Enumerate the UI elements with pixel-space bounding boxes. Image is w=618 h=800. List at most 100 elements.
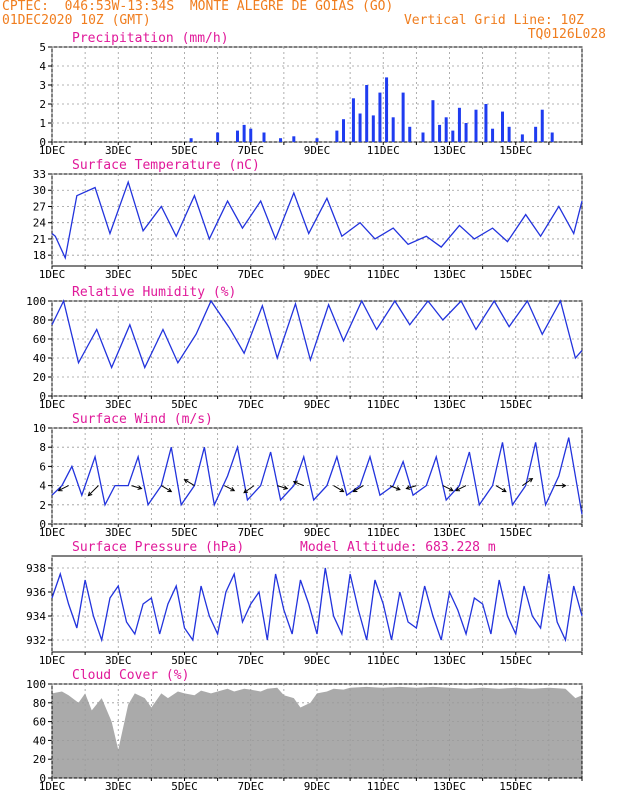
x-tick-label: 3DEC [105, 780, 132, 793]
y-tick-label: 60 [33, 716, 46, 729]
x-tick-label: 7DEC [238, 398, 265, 411]
y-tick-label: 80 [33, 697, 46, 710]
panel-cloud-cover: 100 80 60 40 20 01DEC 3DEC 5DEC 7DEC 9DEC 11DEC 13D… [26, 668, 583, 793]
y-tick-label: 40 [33, 734, 46, 747]
wind-arrowhead [405, 485, 411, 490]
x-tick-label: 3DEC [105, 526, 132, 539]
x-tick-label: 13DEC [433, 268, 466, 281]
x-tick-label: 15DEC [499, 780, 532, 793]
wind-arrow [333, 485, 344, 493]
precip-bar [431, 100, 435, 142]
precip-bar [484, 104, 488, 142]
y-tick-label: 5 [39, 41, 46, 54]
wind-arrow [58, 485, 69, 492]
y-tick-label: 4 [39, 60, 46, 73]
x-tick-label: 5DEC [171, 654, 198, 667]
wind-arrow [131, 485, 142, 490]
wind-arrowhead [183, 479, 189, 484]
precip-bar [236, 130, 239, 142]
precip-bar [216, 132, 220, 142]
wind-arrow [495, 485, 507, 493]
precip-bar [351, 98, 355, 142]
precip-bar [342, 119, 345, 142]
wind-arrow [406, 485, 417, 490]
y-tick-label: 24 [33, 217, 47, 230]
series-line [51, 299, 583, 370]
y-tick-label: 33 [33, 168, 46, 181]
x-tick-label: 9DEC [304, 780, 331, 793]
precip-bar [438, 124, 442, 142]
x-tick-label: 3DEC [105, 144, 132, 157]
wind-arrowhead [395, 486, 401, 491]
y-tick-label: 0 [39, 518, 46, 531]
chart-header: CPTEC: 046:53W-13:34S MONTE ALEGRE DE GO… [0, 0, 618, 48]
x-tick-label: 3DEC [105, 268, 132, 281]
series-line [51, 567, 583, 643]
wind-arrowhead [455, 487, 461, 492]
wind-arrowhead [283, 485, 289, 490]
y-tick-label: 6 [39, 460, 46, 473]
y-tick-label: 21 [33, 233, 46, 246]
precip-bar [378, 92, 382, 142]
wind-arrow [293, 481, 304, 487]
y-tick-label: 10 [33, 422, 46, 435]
precip-bar [262, 132, 266, 142]
y-tick-label: 0 [39, 772, 46, 785]
y-tick-label: 0 [39, 390, 46, 403]
precip-bar [474, 109, 478, 142]
precip-bar [451, 130, 455, 142]
x-tick-label: 11DEC [367, 268, 400, 281]
y-tick-label: 100 [26, 678, 46, 691]
precip-bar [371, 115, 375, 142]
x-tick-label: 1DEC [39, 144, 66, 157]
x-tick-label: 5DEC [171, 144, 198, 157]
x-tick-label: 9DEC [304, 144, 331, 157]
wind-arrowhead [528, 478, 534, 483]
wind-arrowhead [243, 488, 249, 494]
y-tick-label: 1 [39, 117, 46, 130]
x-tick-label: 5DEC [171, 398, 198, 411]
wind-arrow [442, 485, 454, 492]
wind-arrowhead [352, 487, 358, 493]
wind-arrow [353, 485, 364, 493]
x-tick-label: 13DEC [433, 144, 466, 157]
x-tick-label: 13DEC [433, 526, 466, 539]
wind-arrow [161, 485, 172, 493]
y-tick-label: 3 [39, 79, 46, 92]
y-tick-label: 0 [39, 136, 46, 149]
y-tick-label: 936 [26, 586, 46, 599]
precip-bar [507, 126, 511, 142]
y-tick-label: 2 [39, 98, 46, 111]
x-tick-label: 7DEC [238, 654, 265, 667]
wind-arrow [455, 485, 467, 492]
panel-title: Surface Temperature (nC) [72, 158, 260, 173]
x-tick-label: 11DEC [367, 780, 400, 793]
station-title: CPTEC: 046:53W-13:34S MONTE ALEGRE DE GO… [2, 0, 394, 14]
y-tick-label: 30 [33, 184, 46, 197]
precip-bar [365, 85, 369, 142]
y-tick-label: 4 [39, 480, 46, 493]
x-tick-label: 3DEC [105, 654, 132, 667]
precip-bar [457, 107, 461, 142]
precip-bar [501, 111, 504, 142]
x-tick-label: 3DEC [105, 398, 132, 411]
precip-bar [189, 138, 193, 142]
y-tick-label: 80 [33, 314, 46, 327]
y-tick-label: 938 [26, 562, 46, 575]
precip-bar [520, 134, 524, 142]
precip-bar [358, 113, 362, 142]
y-tick-label: 934 [26, 610, 46, 623]
y-tick-label: 20 [33, 371, 46, 384]
wind-arrowhead [230, 487, 236, 492]
x-tick-label: 9DEC [304, 398, 331, 411]
precip-bar [315, 138, 319, 142]
panel-title: Surface Pressure (hPa) [72, 540, 244, 555]
precip-bar [242, 124, 246, 142]
y-tick-label: 40 [33, 352, 46, 365]
wind-arrow [224, 485, 235, 492]
x-tick-label: 7DEC [238, 780, 265, 793]
x-tick-label: 7DEC [238, 268, 265, 281]
precip-bar [444, 117, 448, 142]
run-datetime: 01DEC2020 10Z (GMT) [2, 13, 151, 28]
x-tick-label: 9DEC [304, 654, 331, 667]
